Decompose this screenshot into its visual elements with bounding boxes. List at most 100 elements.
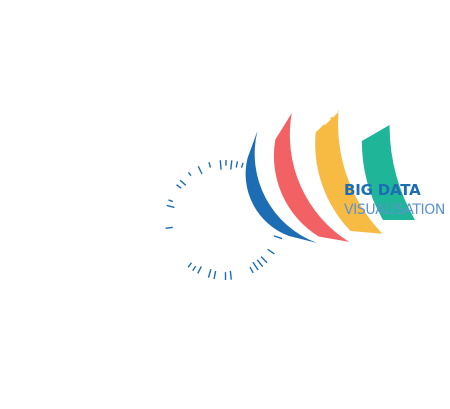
ring-yellow-cell xyxy=(89,155,102,168)
ring-red-cell xyxy=(273,322,286,334)
ring-yellow-cell xyxy=(308,323,322,336)
ring-teal-cell xyxy=(94,91,108,104)
ring-blue-cell xyxy=(200,283,209,293)
ring-yellow-cell xyxy=(199,74,210,85)
ring-teal-cell xyxy=(87,117,100,130)
ring-yellow-cell xyxy=(124,107,137,121)
ring-blue-cell xyxy=(215,126,225,134)
inner-tick xyxy=(240,162,244,168)
ring-teal-cell xyxy=(37,192,47,204)
ring-yellow-band xyxy=(315,110,383,234)
ring-red-cell xyxy=(218,316,227,325)
ring-yellow-cell xyxy=(115,326,129,340)
inner-tick xyxy=(252,261,259,271)
ring-red-cell xyxy=(185,319,197,331)
ring-teal-cell xyxy=(405,221,414,233)
ring-teal-cell xyxy=(324,351,338,365)
ring-red-cell xyxy=(147,284,159,296)
ring-teal-cell xyxy=(341,351,355,365)
ring-yellow-cell xyxy=(325,104,339,118)
ring-yellow-cell xyxy=(132,326,145,339)
ring-yellow-cell xyxy=(318,112,331,126)
ring-blue-cell xyxy=(151,273,163,286)
ring-teal-cell xyxy=(271,391,284,403)
ring-red-band xyxy=(273,113,350,242)
ring-red-cell xyxy=(117,279,130,292)
ring-red-cell xyxy=(100,225,110,236)
ring-blue-cell xyxy=(257,286,268,297)
ring-teal-cell xyxy=(260,45,272,56)
ring-red-cell xyxy=(167,116,180,128)
ring-blue-cell xyxy=(201,147,210,157)
ring-red-cell xyxy=(103,247,115,260)
ring-teal-cell xyxy=(249,32,261,43)
ring-blue-cell xyxy=(131,199,141,209)
ring-blue-cell xyxy=(293,247,304,258)
ring-yellow-cell xyxy=(268,347,280,359)
ring-blue-cell xyxy=(153,260,165,272)
ring-red-cell xyxy=(252,109,264,120)
ring-blue-cell xyxy=(288,236,298,246)
ring-yellow-cell xyxy=(100,134,114,148)
ring-yellow-cell xyxy=(89,215,98,225)
ring-teal-cell xyxy=(268,381,281,393)
ring-teal-cell xyxy=(177,394,190,406)
caption-title: BIG DATA xyxy=(344,181,421,199)
ring-yellow-cell xyxy=(184,66,197,77)
radial-rings xyxy=(36,31,415,409)
ring-yellow-cell xyxy=(223,63,235,72)
ring-yellow-cell xyxy=(90,192,101,203)
ring-yellow-cell xyxy=(324,322,338,336)
ring-yellow-cell xyxy=(315,331,329,345)
ring-blue-cell xyxy=(185,276,195,287)
ring-teal-cell xyxy=(69,303,82,316)
ring-red-cell xyxy=(256,308,267,319)
ring-teal-cell xyxy=(50,139,62,153)
ring-red-cell xyxy=(317,237,328,248)
inner-tick xyxy=(192,265,197,271)
ring-yellow-cell xyxy=(264,337,276,349)
ring-teal-cell xyxy=(283,52,297,65)
inner-tick xyxy=(219,160,222,170)
ring-teal-cell xyxy=(186,55,198,66)
ring-yellow-cell xyxy=(260,67,273,79)
ring-yellow-cell xyxy=(355,282,368,295)
ring-red-cell xyxy=(288,286,300,299)
ring-teal-cell xyxy=(69,104,83,118)
ring-teal-cell xyxy=(234,52,245,62)
ring-blue-cell xyxy=(149,175,160,186)
ring-teal-cell xyxy=(159,366,172,378)
ring-yellow-cell xyxy=(235,367,247,377)
ring-yellow-cell xyxy=(131,116,144,129)
ring-teal-cell xyxy=(351,309,364,322)
ring-red-cell xyxy=(154,290,166,302)
ring-teal-cell xyxy=(330,360,345,373)
ring-yellow-cell xyxy=(306,88,320,102)
ring-teal-cell xyxy=(299,48,313,61)
ring-teal-cell xyxy=(124,67,138,80)
ring-teal-cell xyxy=(67,319,81,333)
ring-yellow-cell xyxy=(361,270,373,284)
ring-teal-cell xyxy=(394,273,406,287)
ring-yellow-cell xyxy=(284,76,297,89)
ring-red-cell xyxy=(142,119,156,132)
ring-blue-cell xyxy=(146,161,158,173)
ring-teal-cell xyxy=(143,371,157,383)
ring-teal-cell xyxy=(244,387,256,397)
ring-blue-band xyxy=(245,130,318,243)
ring-teal-cell xyxy=(337,86,350,99)
ring-blue-cell xyxy=(272,275,283,287)
inner-tick xyxy=(165,226,173,230)
inner-tick xyxy=(267,248,275,255)
ring-yellow-cell xyxy=(79,151,92,164)
ring-teal-cell xyxy=(64,265,76,277)
ring-red-cell xyxy=(218,326,228,335)
ring-yellow-cell xyxy=(92,247,103,258)
ring-blue-cell xyxy=(278,282,290,294)
ring-yellow-cell xyxy=(94,281,107,295)
ring-red-cell xyxy=(232,95,244,105)
ring-yellow-cell xyxy=(147,349,161,362)
ring-teal-cell xyxy=(280,377,293,389)
ring-teal-cell xyxy=(318,343,331,356)
